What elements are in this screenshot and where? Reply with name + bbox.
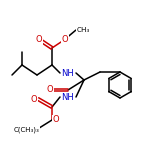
Text: C(CH₃)₃: C(CH₃)₃	[14, 127, 40, 133]
Text: O: O	[47, 85, 53, 94]
Text: O: O	[53, 116, 59, 124]
Text: O: O	[36, 36, 42, 45]
Text: NH: NH	[62, 93, 74, 102]
Text: NH: NH	[62, 69, 74, 78]
Text: CH₃: CH₃	[76, 27, 90, 33]
Text: O: O	[62, 36, 68, 45]
Text: O: O	[31, 94, 37, 103]
